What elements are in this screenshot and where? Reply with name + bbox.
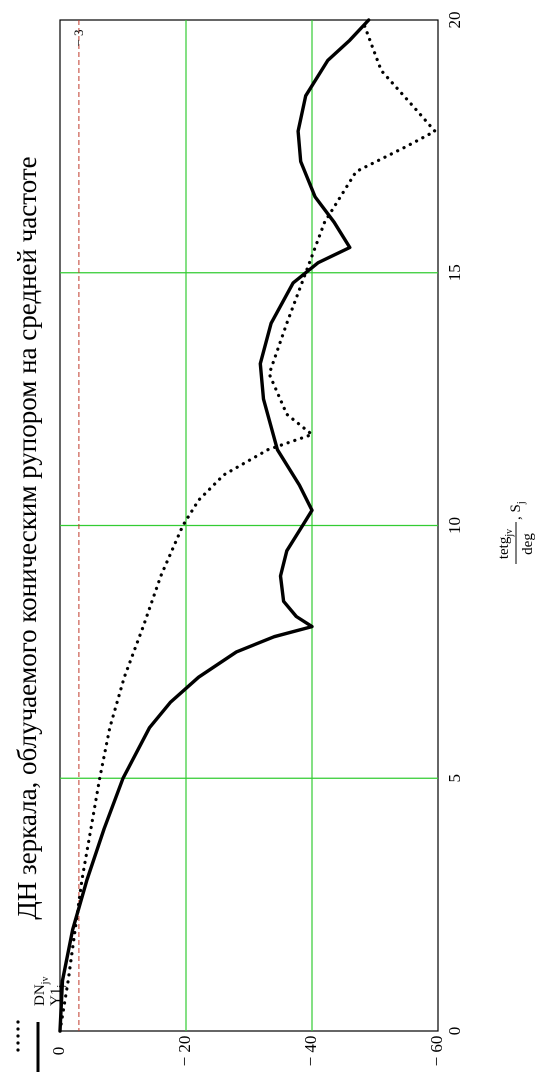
series-dn-line xyxy=(58,18,437,1033)
y-tick-label-0: 0 xyxy=(49,1047,68,1056)
y-tick-label-2: − 40 xyxy=(301,1036,320,1067)
series-y1-line xyxy=(58,18,371,1033)
x-axis-ticks: 0 5 10 15 20 xyxy=(445,12,464,1036)
y-tick-label-1: − 20 xyxy=(175,1036,194,1067)
grid-lines xyxy=(60,20,438,1031)
x-tick-label-5: 5 xyxy=(445,774,464,783)
reference-line: − 3 xyxy=(71,20,86,1031)
x-label-numerator: tetg xyxy=(496,536,512,559)
y-legend-series1-sub: jv xyxy=(40,977,51,986)
x-tick-label-15: 15 xyxy=(445,264,464,281)
y-axis-ticks: 0 − 20 − 40 − 60 xyxy=(49,1036,446,1067)
svg-text:, Sj: , Sj xyxy=(508,501,527,520)
y-legend-series2: Y1 xyxy=(48,988,64,1006)
y-legend-series1-swatch xyxy=(16,1020,20,1052)
x-tick-label-10: 10 xyxy=(445,517,464,534)
y-tick-label-3: − 60 xyxy=(427,1036,446,1067)
chart-title: ДН зеркала, облучаемого коническим рупор… xyxy=(12,156,42,919)
plot-area: − 3 xyxy=(58,18,439,1033)
x-axis-label: tetgjv deg , Sj xyxy=(496,501,536,564)
y-legend-series1: DN xyxy=(32,984,48,1006)
y-legend-series2-sub: j xyxy=(56,985,67,989)
x-tick-label-0: 0 xyxy=(445,1027,464,1036)
x-label-suffix: , S xyxy=(508,504,524,520)
reference-line-label: − 3 xyxy=(71,29,86,46)
x-label-denominator: deg xyxy=(520,533,536,555)
x-label-suffix-sub: j xyxy=(516,501,527,505)
y-axis-legend: DNjv Y1j xyxy=(16,977,67,1072)
svg-text:Y1j: Y1j xyxy=(48,985,67,1006)
svg-text:tetgjv: tetgjv xyxy=(496,529,515,559)
series-group xyxy=(58,18,437,1033)
svg-text:DNjv: DNjv xyxy=(32,977,51,1006)
x-tick-label-20: 20 xyxy=(445,12,464,29)
x-label-numerator-sub: jv xyxy=(504,529,515,538)
